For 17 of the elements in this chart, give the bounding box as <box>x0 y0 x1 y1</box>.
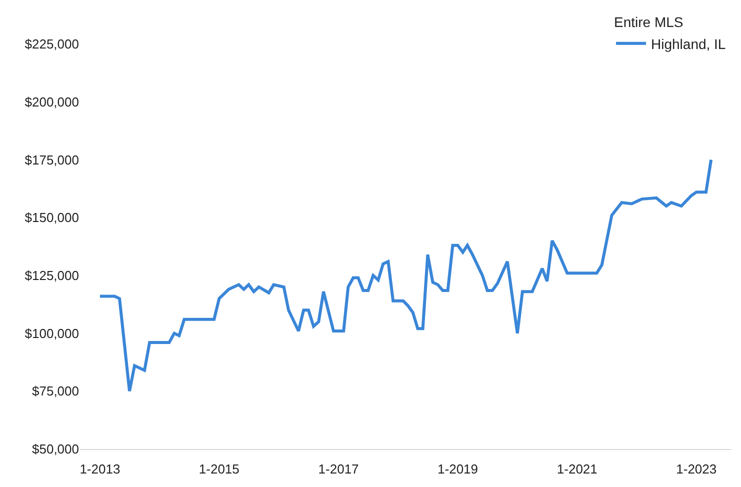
text: Entire MLS <box>614 14 684 30</box>
y-tick-label: $225,000 <box>24 36 79 52</box>
x-tick-label: 1-2015 <box>198 462 240 477</box>
legend-label: Highland, IL <box>651 36 726 52</box>
y-tick-label: $150,000 <box>24 210 79 226</box>
y-tick-label: $75,000 <box>32 384 79 399</box>
line-series <box>98 158 713 393</box>
x-tick-label: 1-2017 <box>318 462 359 477</box>
x-tick-label: 1-2019 <box>438 462 478 477</box>
y-tick-label: $200,000 <box>24 94 79 110</box>
y-tick-label: $50,000 <box>32 442 79 457</box>
x-tick-label: 1-2013 <box>80 462 120 477</box>
y-tick-label: $175,000 <box>24 152 79 168</box>
y-tick-label: $100,000 <box>24 326 79 341</box>
x-tick-label: 1-2021 <box>556 462 598 477</box>
y-tick-label: $125,000 <box>24 268 79 283</box>
x-tick-label: 1-2023 <box>676 462 717 477</box>
